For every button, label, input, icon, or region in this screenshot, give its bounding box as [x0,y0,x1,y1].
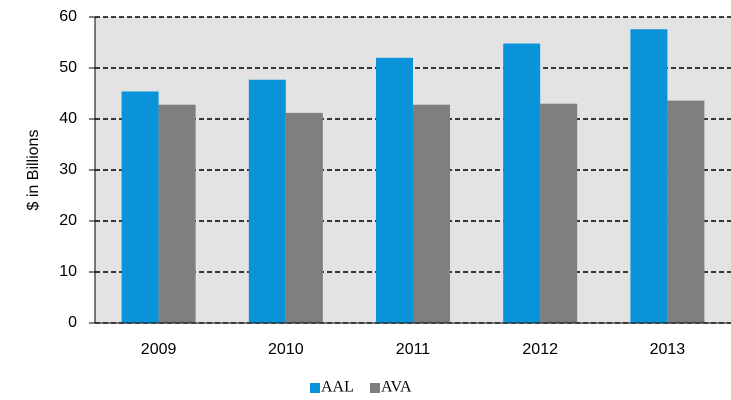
legend-swatch [370,383,380,393]
y-tick-label: 50 [59,59,77,76]
y-tick-label: 20 [59,212,77,229]
bar [158,104,196,323]
y-tick-label: 0 [68,314,77,331]
x-tick-label: 2011 [396,341,431,358]
x-tick-label: 2010 [268,341,304,358]
legend-label: AVA [381,379,412,396]
legend-label: AAL [321,379,354,396]
bar [503,43,541,324]
legend-swatch [310,383,320,393]
bar [413,104,450,323]
bar [285,112,323,323]
bar [667,100,705,323]
y-axis-label: $ in Billions [25,130,42,211]
y-tick-label: 40 [59,110,77,127]
x-tick-label: 2012 [522,341,558,358]
bar [121,91,159,324]
y-tick-label: 30 [59,161,77,178]
bar [540,103,578,323]
bar [630,29,668,324]
x-tick-label: 2013 [650,341,686,358]
y-tick-label: 10 [59,263,77,280]
bar [248,79,286,323]
y-tick-label: 60 [59,8,77,25]
x-tick-label: 2009 [141,341,177,358]
bar [376,57,413,324]
